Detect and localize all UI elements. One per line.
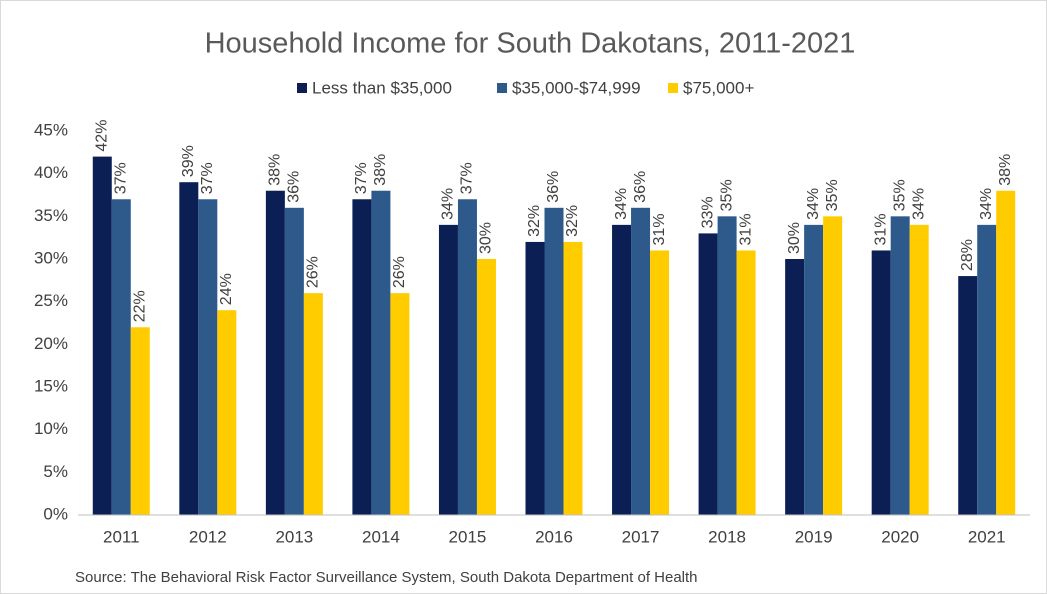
x-tick-label: 2013 — [275, 527, 313, 546]
bar — [217, 310, 237, 515]
bar — [457, 199, 477, 515]
data-label: 34% — [613, 188, 630, 220]
data-label: 37% — [353, 162, 370, 194]
bar — [130, 327, 150, 515]
data-label: 30% — [478, 222, 495, 254]
bar — [544, 207, 564, 516]
data-label: 24% — [218, 273, 235, 305]
bar — [265, 190, 285, 515]
data-label: 22% — [131, 290, 148, 322]
bar — [804, 224, 824, 515]
bar — [352, 199, 372, 515]
data-label: 38% — [267, 154, 284, 186]
bar — [871, 250, 891, 515]
x-tick-label: 2012 — [189, 527, 227, 546]
data-label: 36% — [545, 171, 562, 203]
bar — [111, 199, 131, 515]
bar — [179, 182, 199, 515]
data-label: 37% — [459, 162, 476, 194]
bar — [909, 224, 929, 515]
data-label: 32% — [564, 205, 581, 237]
legend-swatch — [497, 83, 507, 93]
bar — [717, 216, 737, 516]
bar — [525, 241, 545, 515]
y-tick-label: 20% — [34, 334, 68, 353]
y-tick-label: 40% — [34, 163, 68, 182]
bar — [303, 293, 323, 515]
x-tick-label: 2019 — [795, 527, 833, 546]
x-tick-label: 2011 — [103, 527, 140, 546]
bar — [823, 216, 843, 516]
y-tick-label: 5% — [43, 462, 68, 481]
data-label: 36% — [286, 171, 303, 203]
legend-label: $75,000+ — [683, 78, 754, 97]
bar — [476, 259, 496, 515]
bar — [284, 207, 304, 516]
source-note: Source: The Behavioral Risk Factor Surve… — [75, 569, 698, 586]
bar — [785, 259, 805, 515]
bar — [958, 276, 978, 515]
y-tick-label: 45% — [34, 120, 68, 139]
bar — [563, 241, 583, 515]
legend-label: $35,000-$74,999 — [512, 78, 641, 97]
data-label: 38% — [997, 154, 1014, 186]
data-label: 35% — [891, 179, 908, 211]
data-label: 33% — [699, 196, 716, 228]
bar — [438, 224, 458, 515]
data-label: 42% — [93, 120, 110, 152]
x-tick-label: 2021 — [968, 527, 1006, 546]
y-tick-label: 10% — [34, 419, 68, 438]
bar — [198, 199, 218, 515]
x-tick-label: 2016 — [535, 527, 573, 546]
bar — [92, 156, 112, 515]
x-tick-label: 2020 — [881, 527, 919, 546]
bar — [371, 190, 391, 515]
y-tick-label: 25% — [34, 291, 68, 310]
y-tick-label: 15% — [34, 376, 68, 395]
bar — [631, 207, 651, 516]
data-label: 34% — [910, 188, 927, 220]
bar — [890, 216, 910, 516]
data-label: 31% — [737, 213, 754, 245]
data-label: 30% — [786, 222, 803, 254]
x-tick-label: 2014 — [362, 527, 400, 546]
y-tick-label: 30% — [34, 248, 68, 267]
x-tick-label: 2018 — [708, 527, 746, 546]
data-label: 34% — [978, 188, 995, 220]
data-label: 35% — [718, 179, 735, 211]
x-tick-label: 2017 — [622, 527, 660, 546]
bar — [996, 190, 1016, 515]
legend-swatch — [297, 83, 307, 93]
data-label: 38% — [372, 154, 389, 186]
chart-title: Household Income for South Dakotans, 201… — [205, 28, 856, 60]
legend-label: Less than $35,000 — [312, 78, 452, 97]
data-label: 37% — [112, 162, 129, 194]
data-label: 32% — [526, 205, 543, 237]
bar — [650, 250, 670, 515]
bar — [390, 293, 410, 515]
data-label: 31% — [651, 213, 668, 245]
x-tick-label: 2015 — [449, 527, 487, 546]
y-tick-label: 35% — [34, 206, 68, 225]
y-tick-label: 0% — [43, 504, 68, 523]
data-label: 36% — [632, 171, 649, 203]
legend-swatch — [668, 83, 678, 93]
bar — [977, 224, 997, 515]
data-label: 37% — [199, 162, 216, 194]
bar — [736, 250, 756, 515]
data-label: 34% — [440, 188, 457, 220]
bar — [612, 224, 632, 515]
data-label: 31% — [872, 213, 889, 245]
data-label: 26% — [305, 256, 322, 288]
data-label: 39% — [180, 145, 197, 177]
data-label: 26% — [391, 256, 408, 288]
data-label: 35% — [824, 179, 841, 211]
data-label: 28% — [959, 239, 976, 271]
data-label: 34% — [805, 188, 822, 220]
bar — [698, 233, 718, 515]
